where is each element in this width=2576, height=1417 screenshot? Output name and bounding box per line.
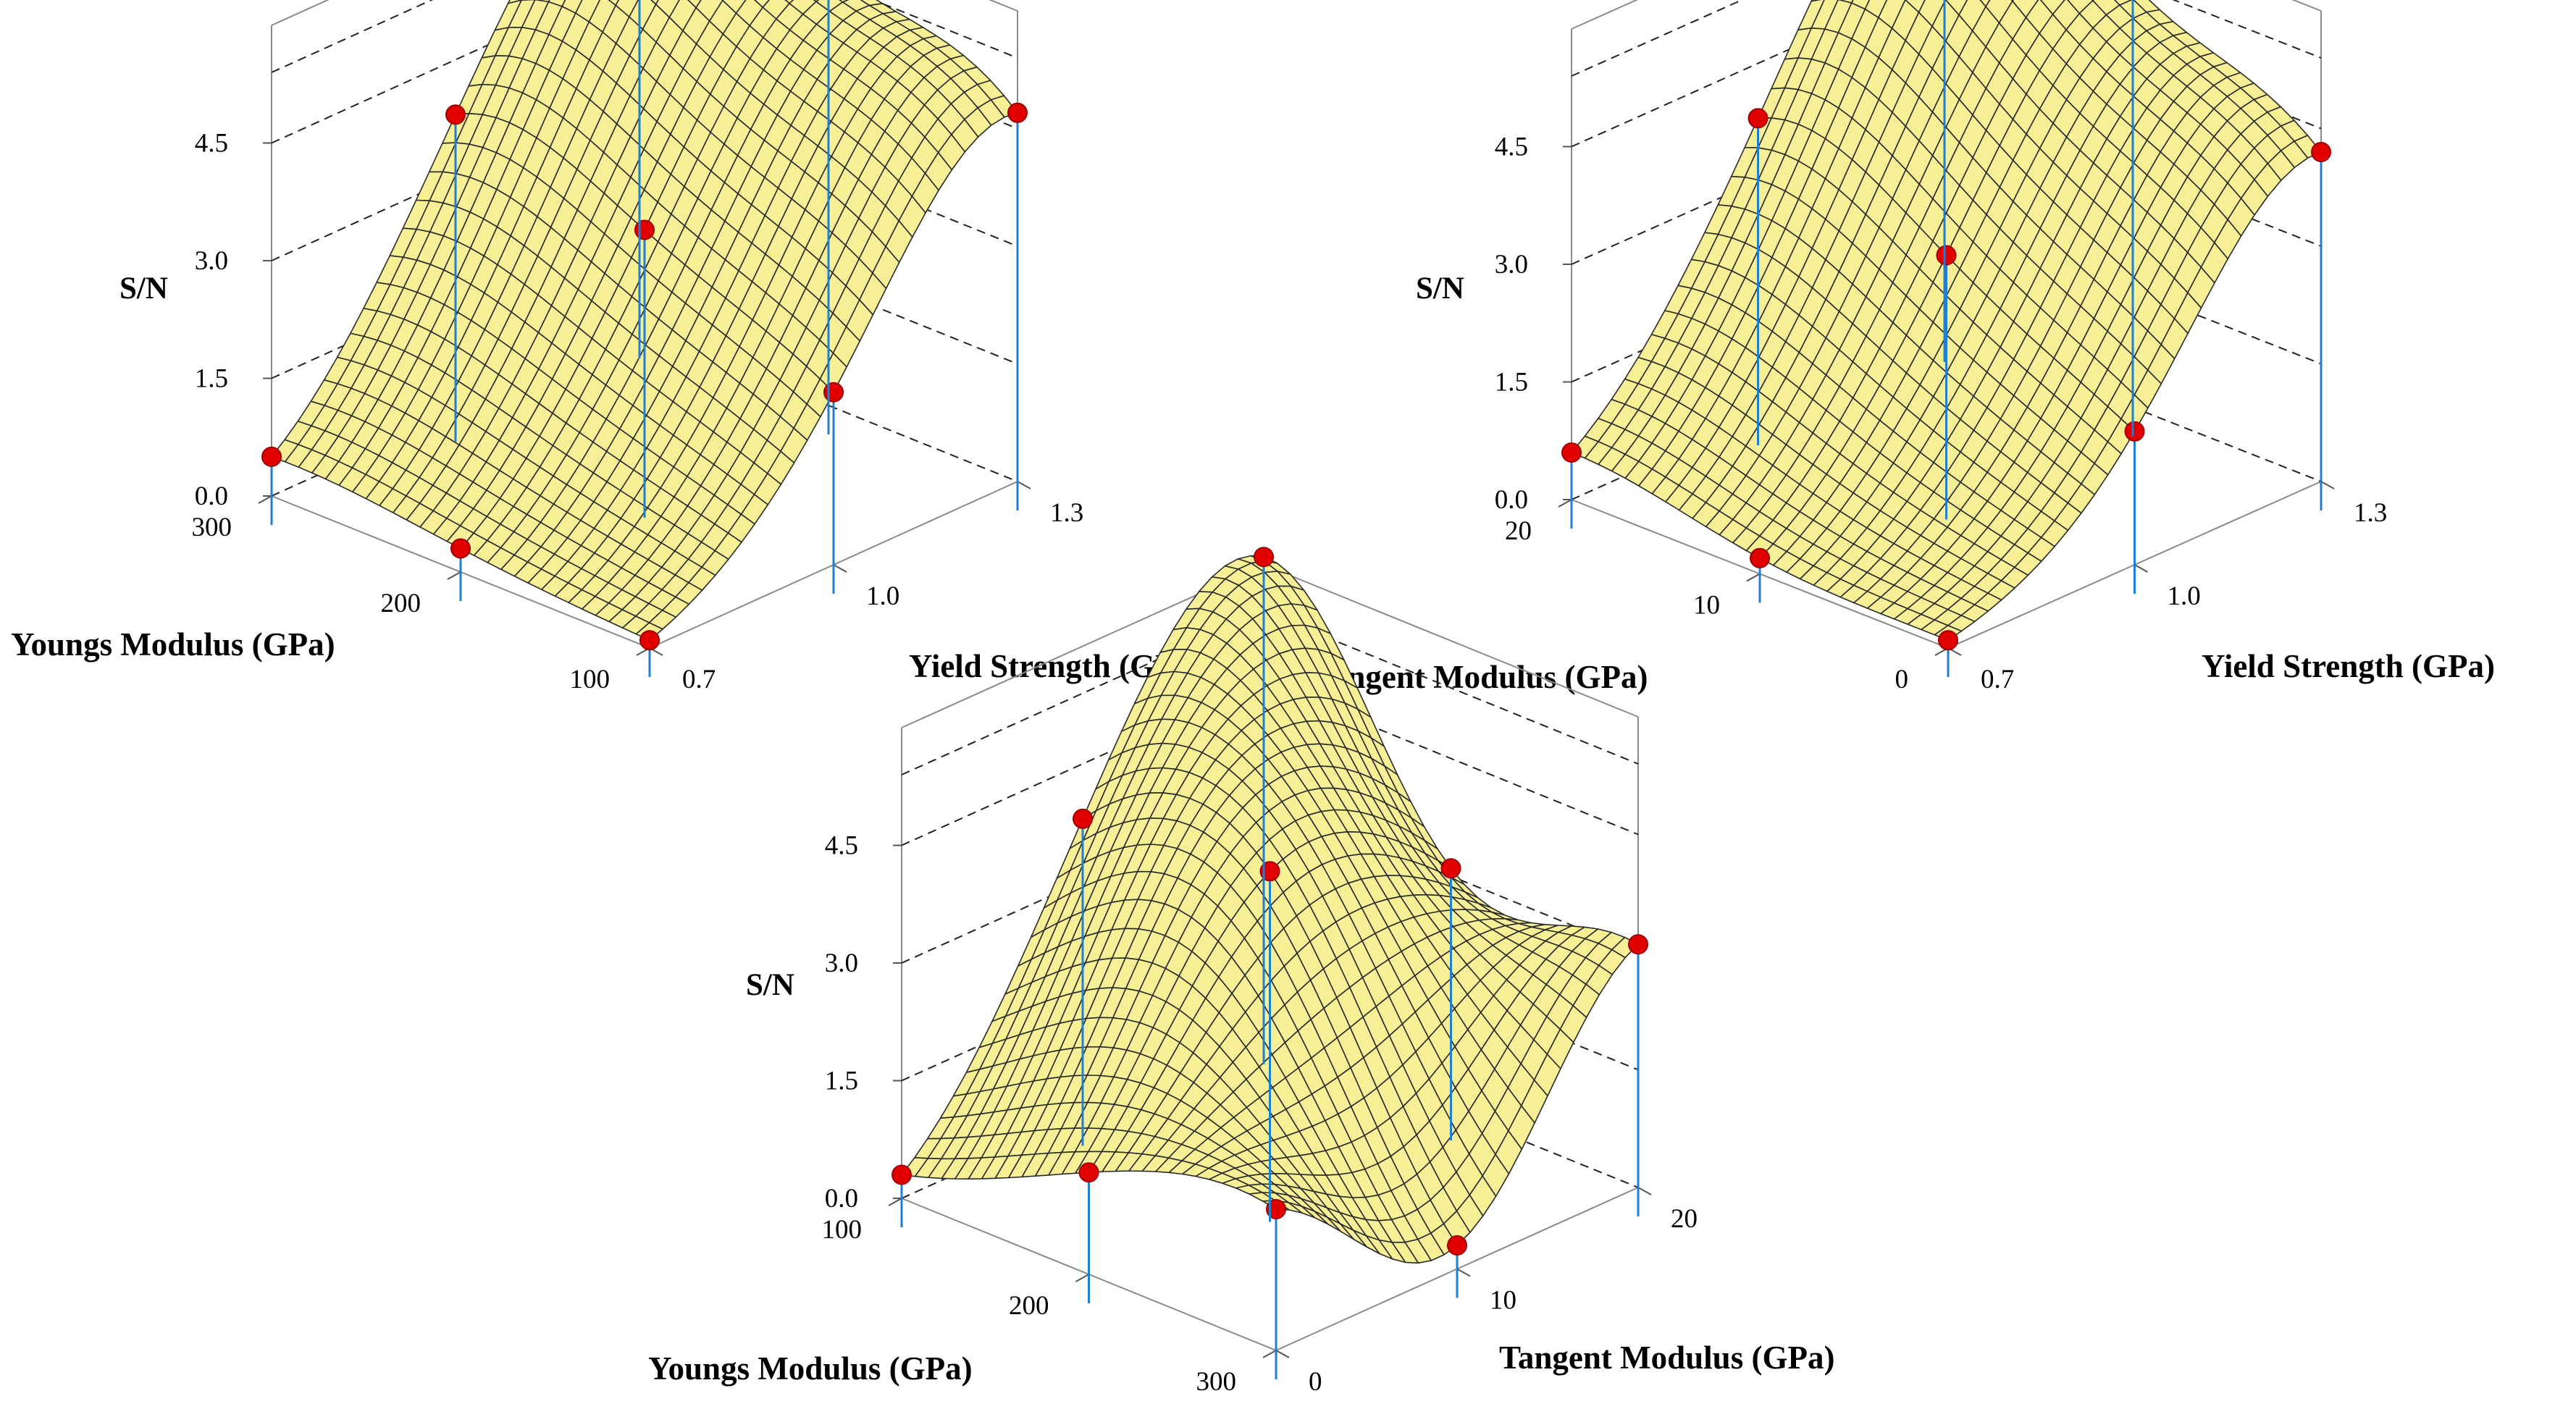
design-point (2311, 142, 2331, 162)
y-tick-label: 1.0 (2168, 581, 2201, 611)
y-tick-label: 1.0 (866, 581, 899, 611)
design-point (445, 104, 466, 125)
design-point (1259, 861, 1280, 882)
y-axis-label: Tangent Modulus (GPa) (1499, 1340, 1834, 1376)
design-point (1750, 547, 1770, 568)
y-tick-label: 0 (1309, 1367, 1322, 1397)
z-tick-label: 4.5 (195, 129, 228, 159)
z-tick-label: 0.0 (825, 1184, 858, 1214)
design-point (634, 219, 655, 240)
z-axis-label: S/N (119, 272, 168, 306)
x-tick-label: 300 (1196, 1367, 1237, 1397)
z-tick-label: 1.5 (1495, 368, 1528, 398)
surface-plot-youngs-vs-tangent: 0.0 1.5 3.0 4.5 100 200 300 0 10 20 S/N Youngs Modu… (648, 547, 1834, 1397)
z-axis-label: S/N (1416, 272, 1464, 306)
y-axis-label: Yield Strength (GPa) (2202, 648, 2495, 684)
x-tick-label: 0 (1895, 665, 1909, 694)
design-point (823, 382, 844, 403)
design-point (1628, 934, 1648, 955)
z-gridline (1571, 0, 2322, 77)
x-tick-label: 100 (570, 665, 611, 694)
design-point (1007, 102, 1028, 123)
x-tick-label: 20 (1505, 516, 1532, 546)
x-axis-label: Youngs Modulus (GPa) (648, 1350, 973, 1387)
z-tick-label: 3.0 (825, 949, 858, 978)
design-point (2124, 421, 2145, 442)
z-tick-label: 3.0 (1495, 250, 1528, 279)
design-point (1748, 108, 1769, 129)
z-gridline (271, 0, 1018, 73)
x-tick-label: 200 (381, 589, 421, 618)
z-tick-label: 4.5 (825, 831, 858, 861)
z-gridline (271, 0, 1018, 144)
z-tick-label: 1.5 (825, 1067, 858, 1096)
surface-plot-tangent-vs-yield: 0.0 1.5 3.0 4.5 20 10 0 0.7 1.0 1.3 S/N Tangent Mod… (1312, 0, 2495, 695)
y-tick-label: 0.7 (682, 665, 716, 694)
design-point (261, 446, 282, 467)
z-tick-label: 1.5 (195, 364, 228, 394)
z-tick-label: 0.0 (1495, 485, 1528, 515)
design-point (891, 1164, 912, 1185)
y-tick-label: 20 (1671, 1204, 1698, 1234)
x-tick-label: 10 (1693, 591, 1720, 621)
design-point (1266, 1199, 1286, 1219)
z-tick-label: 4.5 (1495, 133, 1528, 162)
design-point (1073, 808, 1093, 829)
z-gridline (1571, 0, 2322, 148)
x-tick-label: 200 (1009, 1291, 1049, 1321)
y-tick-label: 1.3 (2354, 498, 2387, 528)
design-point (450, 538, 471, 559)
x-axis-label: Tangent Modulus (GPa) (1312, 659, 1648, 695)
x-axis-label: Youngs Modulus (GPa) (11, 626, 335, 663)
design-point (1078, 1162, 1099, 1183)
y-tick-label: 10 (1490, 1286, 1516, 1316)
z-gridline (271, 93, 1018, 261)
z-tick-label: 0.0 (195, 482, 228, 511)
response-surface (901, 555, 1639, 1264)
design-point (1440, 858, 1461, 879)
y-tick-label: 0.7 (1981, 665, 2014, 694)
design-point (1938, 630, 1958, 651)
x-tick-label: 300 (192, 513, 232, 542)
design-point (1561, 442, 1582, 463)
design-point (1936, 245, 1957, 266)
design-point (1254, 547, 1274, 568)
x-tick-label: 100 (822, 1215, 863, 1245)
y-tick-label: 1.3 (1050, 498, 1083, 528)
design-point (1447, 1235, 1467, 1256)
z-axis-label: S/N (746, 968, 794, 1002)
design-point (639, 630, 660, 651)
surface-plot-youngs-vs-yield: 0.0 1.5 3.0 4.5 300 200 100 0.7 1.0 1.3 S/N Youngs … (11, 0, 1202, 694)
z-tick-label: 3.0 (195, 246, 228, 276)
